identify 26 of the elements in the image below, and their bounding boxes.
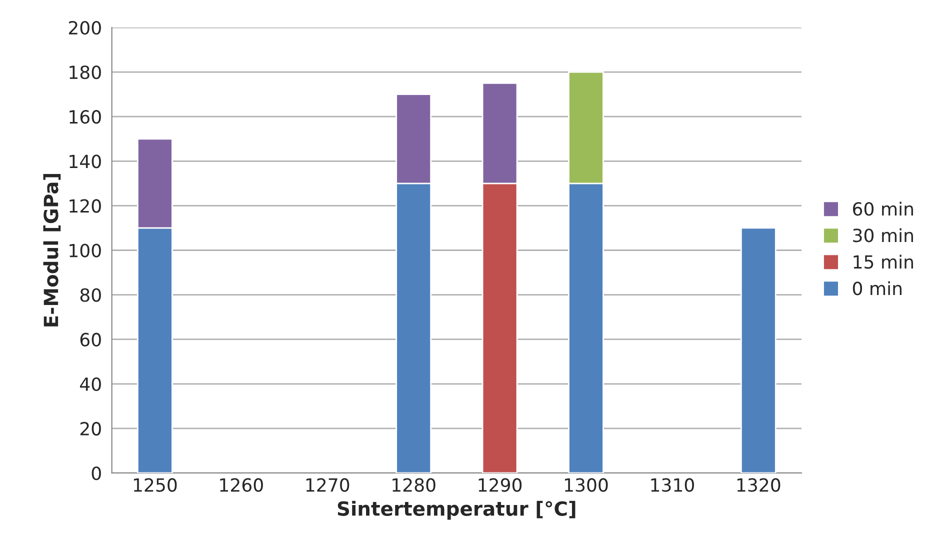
x-tick-label: 1260 <box>220 478 263 492</box>
y-tick-label: 0 <box>92 466 101 480</box>
bar <box>740 227 776 473</box>
legend-label: 60 min <box>853 202 913 216</box>
x-axis-title: Sintertemperatur [°C] <box>338 500 576 520</box>
x-tick-label: 1280 <box>392 478 436 492</box>
x-tick-label: 1320 <box>737 478 780 492</box>
x-tick-label: 1270 <box>306 478 350 492</box>
y-tick-label: 120 <box>70 199 101 213</box>
y-tick-label: 20 <box>80 422 101 436</box>
y-axis-title: E-Modul [GPa] <box>43 174 61 326</box>
legend-label: 15 min <box>854 254 913 269</box>
y-tick-label: 140 <box>70 154 101 168</box>
legend-label: 30 min <box>853 228 913 242</box>
y-tick-label: 160 <box>70 110 101 124</box>
y-tick-label: 100 <box>70 244 101 258</box>
x-tick-label: 1310 <box>651 478 694 492</box>
x-tick-label: 1300 <box>565 478 608 492</box>
y-tick-label: 200 <box>68 20 101 35</box>
y-tick-label: 80 <box>80 288 101 302</box>
x-tick-label: 1250 <box>134 478 177 492</box>
x-tick-label: 1290 <box>478 478 522 492</box>
y-tick-label: 180 <box>70 66 101 80</box>
legend-label: 0 min <box>852 281 902 296</box>
y-tick-label: 60 <box>80 332 101 346</box>
y-tick-label: 40 <box>80 377 101 392</box>
